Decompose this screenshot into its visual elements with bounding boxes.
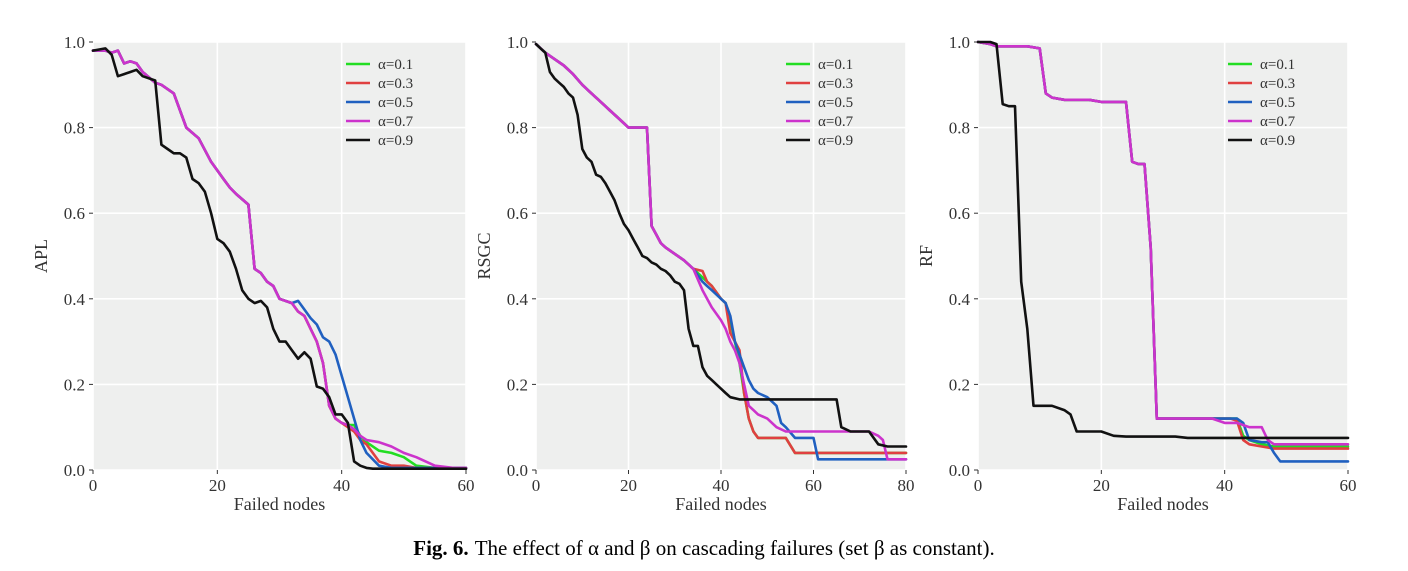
legend-label: α=0.1: [818, 57, 853, 73]
x-tick-label: 0: [89, 476, 98, 495]
y-tick-label: 0.4: [64, 290, 86, 309]
y-tick-label: 0.0: [507, 461, 528, 480]
x-tick-label: 60: [805, 476, 822, 495]
legend-label: α=0.3: [378, 76, 413, 92]
series-line-5: [91, 47, 468, 471]
chart-panel-3: 0.0 0.2 0.4 0.6 0.8 1.0 0 20 40 60 Failed nodes RF α…: [916, 33, 1357, 514]
x-tick-label: 40: [713, 476, 730, 495]
y-tick-label: 1.0: [64, 33, 85, 52]
y-tick-label: 0.8: [949, 119, 970, 138]
y-tick-label: 0.6: [507, 204, 528, 223]
y-tick-label: 0.2: [949, 375, 970, 394]
figure-caption: Fig. 6. The effect of α and β on cascadin…: [0, 536, 1408, 561]
legend-label: α=0.7: [1260, 114, 1296, 130]
x-tick-label: 80: [898, 476, 915, 495]
y-axis-label: RSGC: [474, 232, 494, 279]
x-tick-label: 0: [974, 476, 983, 495]
y-tick-label: 0.8: [64, 119, 85, 138]
x-axis-label: Failed nodes: [675, 494, 767, 514]
series-line-4: [91, 49, 468, 470]
legend-label: α=0.3: [818, 76, 853, 92]
y-tick-label: 0.8: [507, 119, 528, 138]
x-tick-label: 0: [532, 476, 541, 495]
x-tick-label: 20: [209, 476, 226, 495]
y-tick-label: 0.0: [949, 461, 970, 480]
caption-label: Fig. 6.: [413, 536, 469, 560]
figure-panels: 0.0 0.2 0.4 0.6 0.8 1.0 0 20 40 60 Failed nodes APL…: [31, 33, 1357, 514]
legend-label: α=0.1: [1260, 57, 1295, 73]
chart-panel-1: 0.0 0.2 0.4 0.6 0.8 1.0 0 20 40 60 Failed nodes APL…: [31, 33, 475, 514]
series-line-4: [534, 42, 908, 461]
y-tick-label: 0.0: [64, 461, 85, 480]
y-axis-label: APL: [31, 239, 51, 273]
x-tick-label: 40: [333, 476, 350, 495]
x-tick-label: 60: [458, 476, 475, 495]
legend-label: α=0.3: [1260, 76, 1295, 92]
series-line-5: [534, 42, 908, 448]
x-tick-label: 20: [1093, 476, 1110, 495]
legend-label: α=0.1: [378, 57, 413, 73]
caption-text: The effect of α and β on cascading failu…: [474, 536, 995, 560]
y-tick-label: 1.0: [949, 33, 970, 52]
series-line-4: [976, 40, 1350, 446]
x-tick-label: 20: [620, 476, 637, 495]
x-axis-label: Failed nodes: [234, 494, 326, 514]
legend-label: α=0.5: [818, 95, 853, 111]
y-tick-label: 0.6: [949, 204, 970, 223]
plot-background: [93, 42, 466, 470]
x-tick-label: 40: [1216, 476, 1233, 495]
x-tick-label: 60: [1340, 476, 1357, 495]
legend-label: α=0.9: [378, 133, 413, 149]
y-tick-label: 0.2: [64, 375, 85, 394]
legend-label: α=0.5: [1260, 95, 1295, 111]
legend-label: α=0.9: [1260, 133, 1295, 149]
y-tick-label: 0.4: [507, 290, 529, 309]
x-axis-label: Failed nodes: [1117, 494, 1209, 514]
plot-background: [978, 42, 1348, 470]
chart-panel-2: 0.0 0.2 0.4 0.6 0.8 1.0 0 20 40 60 80 Failed nodes R…: [474, 33, 915, 514]
y-tick-label: 1.0: [507, 33, 528, 52]
y-tick-label: 0.2: [507, 375, 528, 394]
legend-label: α=0.7: [818, 114, 854, 130]
legend-label: α=0.5: [378, 95, 413, 111]
series-line-5: [976, 40, 1350, 440]
y-tick-label: 0.6: [64, 204, 85, 223]
y-tick-label: 0.4: [949, 290, 971, 309]
legend-label: α=0.9: [818, 133, 853, 149]
y-axis-label: RF: [916, 245, 936, 267]
legend-label: α=0.7: [378, 114, 414, 130]
